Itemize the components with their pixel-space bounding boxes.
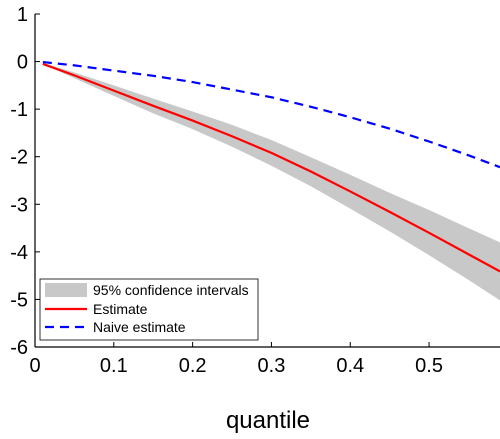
x-tick-label: 0.5 bbox=[415, 355, 443, 377]
y-tick-label: 1 bbox=[17, 4, 28, 26]
legend-label-estimate: Estimate bbox=[93, 301, 148, 317]
legend: 95% confidence intervals Estimate Naive … bbox=[39, 278, 259, 341]
naive-estimate-line bbox=[42, 60, 500, 169]
legend-swatch-band bbox=[45, 283, 87, 297]
y-tick-label: -1 bbox=[10, 99, 28, 121]
legend-label-band: 95% confidence intervals bbox=[93, 282, 249, 298]
y-tick-label: 0 bbox=[17, 52, 28, 74]
x-tick-label: 0.4 bbox=[336, 355, 364, 377]
estimate-line bbox=[42, 62, 500, 273]
x-tick-label: 0 bbox=[29, 355, 40, 377]
y-tick-label: -2 bbox=[10, 147, 28, 169]
y-tick-label: -5 bbox=[10, 289, 28, 311]
x-axis-label: quantile bbox=[226, 407, 310, 434]
x-tick-label: 0.1 bbox=[100, 355, 128, 377]
x-tick-label: 0.2 bbox=[179, 355, 207, 377]
y-tick-label: -4 bbox=[10, 242, 28, 264]
y-tick-label: -6 bbox=[10, 337, 28, 359]
x-tick-label: 0.3 bbox=[258, 355, 286, 377]
legend-label-naive: Naive estimate bbox=[93, 319, 186, 335]
y-tick-label: -3 bbox=[10, 194, 28, 216]
